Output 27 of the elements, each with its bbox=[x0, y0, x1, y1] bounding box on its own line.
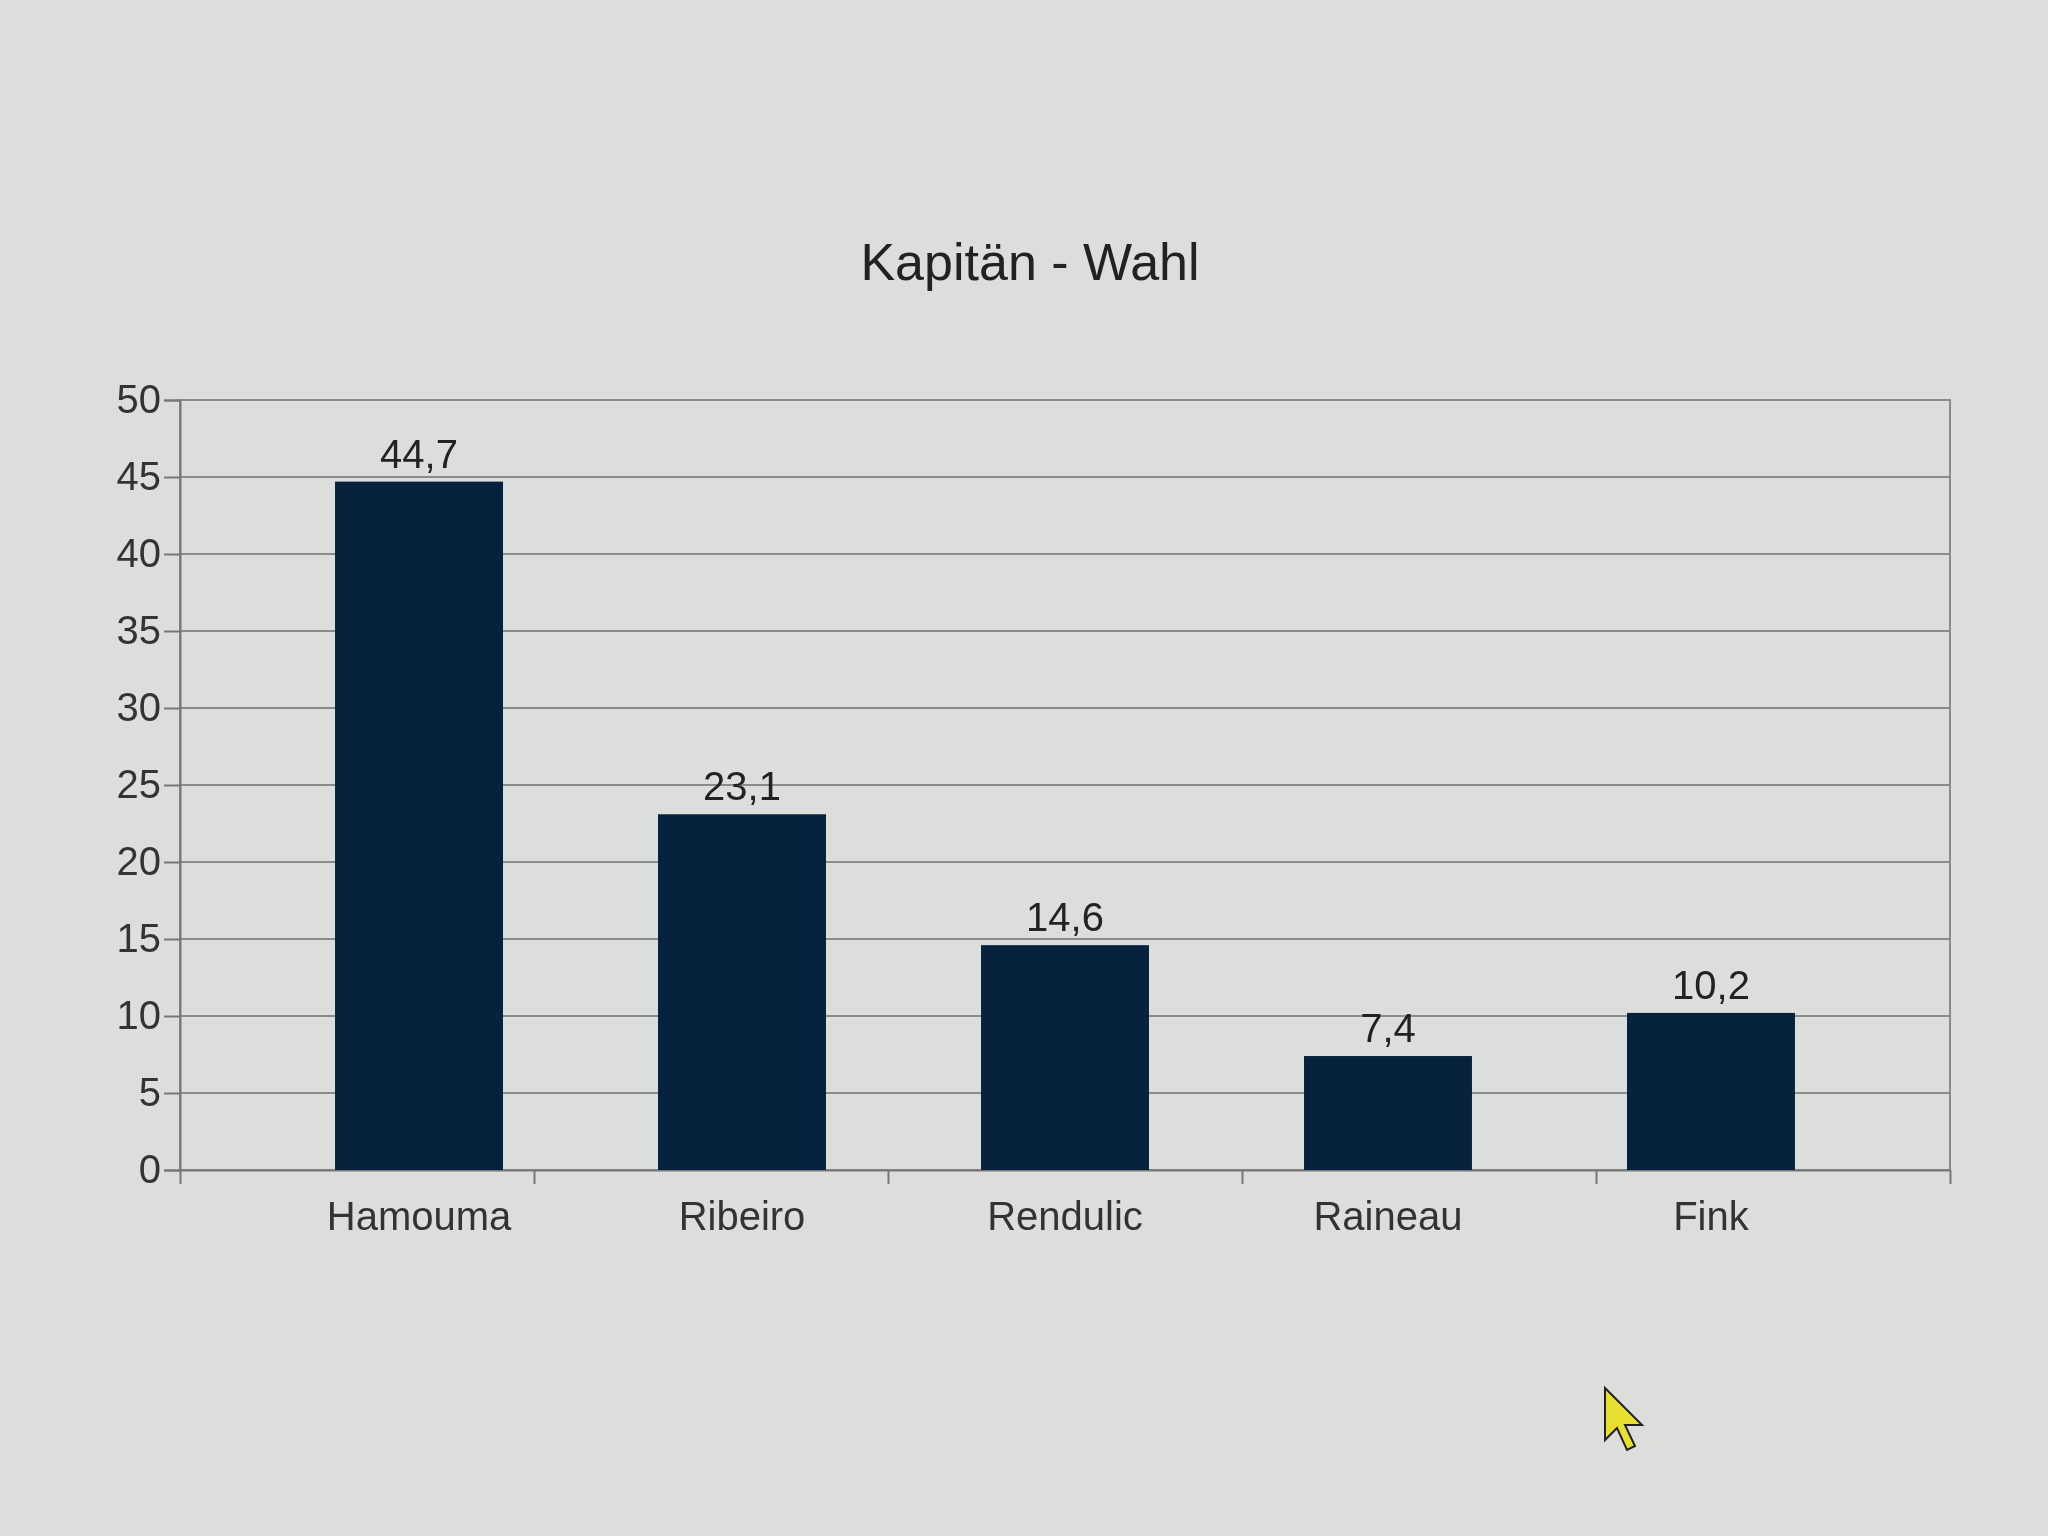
data-label: 10,2 bbox=[1672, 962, 1750, 1007]
y-tick-label: 30 bbox=[116, 685, 161, 730]
y-tick-label: 40 bbox=[116, 531, 161, 576]
bar bbox=[335, 481, 503, 1170]
data-label: 44,7 bbox=[380, 431, 458, 476]
bar bbox=[1627, 1012, 1795, 1170]
data-label: 23,1 bbox=[703, 764, 781, 809]
bar bbox=[658, 814, 826, 1170]
y-tick-label: 20 bbox=[116, 839, 161, 884]
data-label: 14,6 bbox=[1026, 895, 1104, 940]
y-tick-label: 35 bbox=[116, 608, 161, 653]
y-tick-label: 0 bbox=[138, 1147, 161, 1192]
data-label: 7,4 bbox=[1360, 1006, 1416, 1051]
bar bbox=[981, 945, 1149, 1170]
x-tick-label: Ribeiro bbox=[678, 1194, 806, 1238]
chart-title: Kapitän - Wahl bbox=[860, 233, 1200, 291]
x-tick-label: Rendulic bbox=[987, 1194, 1143, 1238]
y-tick-label: 15 bbox=[116, 916, 161, 961]
y-tick-label: 10 bbox=[116, 993, 161, 1038]
x-tick-label: Hamouma bbox=[326, 1194, 513, 1238]
bar bbox=[1304, 1056, 1472, 1170]
y-tick-label: 5 bbox=[138, 1070, 161, 1115]
x-tick-label: Raineau bbox=[1313, 1194, 1463, 1238]
y-tick-label: 50 bbox=[116, 377, 161, 422]
y-tick-label: 45 bbox=[116, 454, 161, 499]
x-tick-label: Fink bbox=[1673, 1194, 1750, 1238]
y-tick-label: 25 bbox=[116, 762, 161, 807]
